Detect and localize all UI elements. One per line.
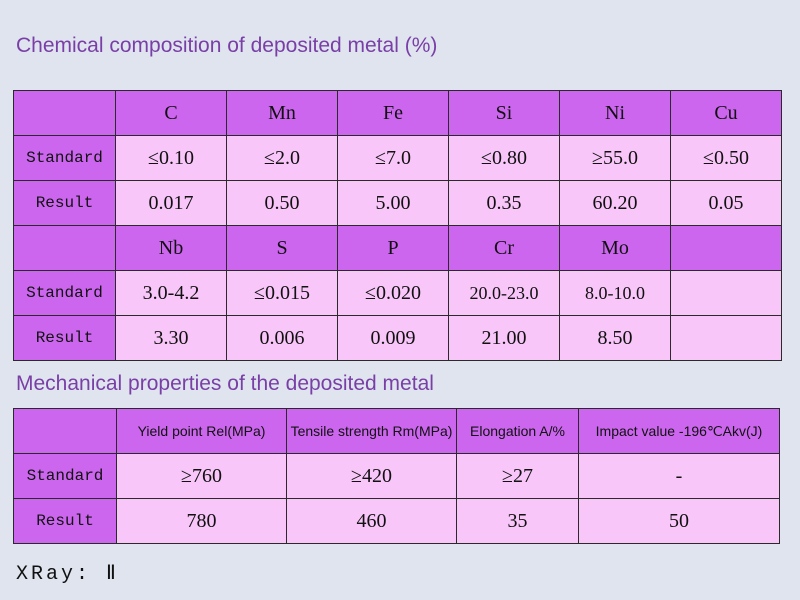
element-header-row: C Mn Fe Si Ni Cu [13, 90, 782, 136]
standard-s: ≤0.015 [226, 270, 338, 316]
standard-elongation: ≥27 [456, 453, 579, 499]
standard-label: Standard [13, 135, 116, 181]
standard-impact-value: - [578, 453, 780, 499]
element-header-fe: Fe [337, 90, 449, 136]
result-s: 0.006 [226, 315, 338, 361]
standard-p: ≤0.020 [337, 270, 449, 316]
result-p: 0.009 [337, 315, 449, 361]
result-c: 0.017 [115, 180, 227, 226]
header-elongation: Elongation A/% [456, 408, 579, 454]
element-header-mo: Mo [559, 225, 671, 271]
mech-result-label: Result [13, 498, 117, 544]
result-elongation: 35 [456, 498, 579, 544]
result-label-2: Result [13, 315, 116, 361]
element-header-s: S [226, 225, 338, 271]
standard-mo: 8.0-10.0 [559, 270, 671, 316]
standard-si: ≤0.80 [448, 135, 560, 181]
element-header-row-2: Nb S P Cr Mo [13, 225, 782, 271]
element-header-cr: Cr [448, 225, 560, 271]
result-label: Result [13, 180, 116, 226]
result-cr: 21.00 [448, 315, 560, 361]
element-header-nb: Nb [115, 225, 227, 271]
element-header-mn: Mn [226, 90, 338, 136]
element-header-cu: Cu [670, 90, 782, 136]
standard-label-2: Standard [13, 270, 116, 316]
mech-standard-label: Standard [13, 453, 117, 499]
result-empty [670, 315, 782, 361]
result-row-2: Result 3.30 0.006 0.009 21.00 8.50 [13, 315, 782, 361]
header-impact-value: Impact value -196℃Akv(J) [578, 408, 780, 454]
chemical-composition-title: Chemical composition of deposited metal … [16, 34, 438, 57]
result-mo: 8.50 [559, 315, 671, 361]
standard-cr: 20.0-23.0 [448, 270, 560, 316]
result-yield-point: 780 [116, 498, 287, 544]
result-cu: 0.05 [670, 180, 782, 226]
header-tensile-strength: Tensile strength Rm(MPa) [286, 408, 457, 454]
element-header-si: Si [448, 90, 560, 136]
standard-row: Standard ≤0.10 ≤2.0 ≤7.0 ≤0.80 ≥55.0 ≤0.… [13, 135, 782, 181]
mech-standard-row: Standard ≥760 ≥420 ≥27 - [13, 453, 780, 499]
result-row: Result 0.017 0.50 5.00 0.35 60.20 0.05 [13, 180, 782, 226]
element-header-ni: Ni [559, 90, 671, 136]
chemical-composition-table: C Mn Fe Si Ni Cu Standard ≤0.10 ≤2.0 ≤7.… [13, 90, 782, 361]
corner-cell-2 [13, 225, 116, 271]
standard-ni: ≥55.0 [559, 135, 671, 181]
standard-mn: ≤2.0 [226, 135, 338, 181]
element-header-empty [670, 225, 782, 271]
element-header-c: C [115, 90, 227, 136]
mechanical-properties-table: Yield point Rel(MPa) Tensile strength Rm… [13, 408, 780, 544]
corner-cell [13, 90, 116, 136]
standard-yield-point: ≥760 [116, 453, 287, 499]
xray-grade: XRay: Ⅱ [16, 563, 119, 586]
standard-c: ≤0.10 [115, 135, 227, 181]
property-header-row: Yield point Rel(MPa) Tensile strength Rm… [13, 408, 780, 454]
result-mn: 0.50 [226, 180, 338, 226]
element-header-p: P [337, 225, 449, 271]
mechanical-properties-title: Mechanical properties of the deposited m… [16, 372, 434, 395]
standard-tensile-strength: ≥420 [286, 453, 457, 499]
result-ni: 60.20 [559, 180, 671, 226]
corner-cell-mech [13, 408, 117, 454]
standard-cu: ≤0.50 [670, 135, 782, 181]
result-impact-value: 50 [578, 498, 780, 544]
header-yield-point: Yield point Rel(MPa) [116, 408, 287, 454]
result-nb: 3.30 [115, 315, 227, 361]
standard-nb: 3.0-4.2 [115, 270, 227, 316]
mech-result-row: Result 780 460 35 50 [13, 498, 780, 544]
standard-row-2: Standard 3.0-4.2 ≤0.015 ≤0.020 20.0-23.0… [13, 270, 782, 316]
standard-empty [670, 270, 782, 316]
result-tensile-strength: 460 [286, 498, 457, 544]
result-fe: 5.00 [337, 180, 449, 226]
result-si: 0.35 [448, 180, 560, 226]
standard-fe: ≤7.0 [337, 135, 449, 181]
